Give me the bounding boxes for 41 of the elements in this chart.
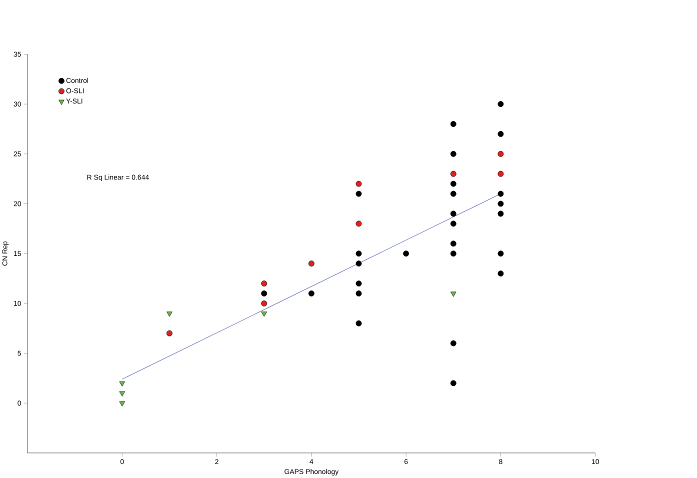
point [166, 330, 172, 336]
point [450, 190, 456, 197]
point [450, 210, 456, 217]
point [356, 280, 362, 287]
point [498, 210, 504, 217]
point [450, 292, 456, 297]
point [261, 280, 268, 287]
point [498, 131, 504, 138]
point [166, 312, 172, 317]
point [403, 250, 410, 257]
point [498, 250, 504, 257]
point [498, 270, 504, 277]
point [119, 391, 126, 397]
point [356, 220, 362, 227]
point [356, 250, 362, 257]
point [356, 260, 362, 267]
point [498, 170, 504, 177]
point [356, 190, 362, 197]
point [450, 170, 456, 177]
point [308, 260, 314, 267]
point [450, 121, 456, 128]
point [450, 220, 456, 227]
point [450, 240, 456, 247]
point [450, 380, 456, 386]
point [498, 200, 504, 207]
point [261, 300, 268, 306]
point [450, 180, 456, 187]
point [261, 312, 267, 317]
point [119, 401, 126, 407]
point [450, 340, 456, 346]
point [261, 290, 268, 297]
point [119, 382, 126, 387]
point [356, 290, 362, 297]
point [308, 290, 314, 297]
point [498, 101, 504, 108]
point [498, 190, 504, 197]
point [356, 180, 362, 187]
point [498, 151, 504, 157]
point [356, 320, 362, 326]
point [450, 151, 456, 157]
point [450, 250, 456, 257]
